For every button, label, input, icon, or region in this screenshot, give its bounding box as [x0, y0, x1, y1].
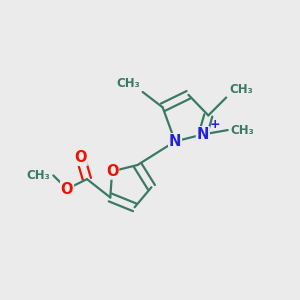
Text: CH₃: CH₃ — [231, 124, 254, 136]
Text: O: O — [106, 164, 118, 179]
Text: O: O — [74, 150, 87, 165]
Text: +: + — [210, 118, 220, 130]
Text: N: N — [169, 134, 181, 149]
Text: O: O — [61, 182, 73, 196]
Text: CH₃: CH₃ — [116, 77, 140, 91]
Text: CH₃: CH₃ — [27, 169, 50, 182]
Text: N: N — [197, 127, 209, 142]
Text: CH₃: CH₃ — [229, 83, 253, 96]
